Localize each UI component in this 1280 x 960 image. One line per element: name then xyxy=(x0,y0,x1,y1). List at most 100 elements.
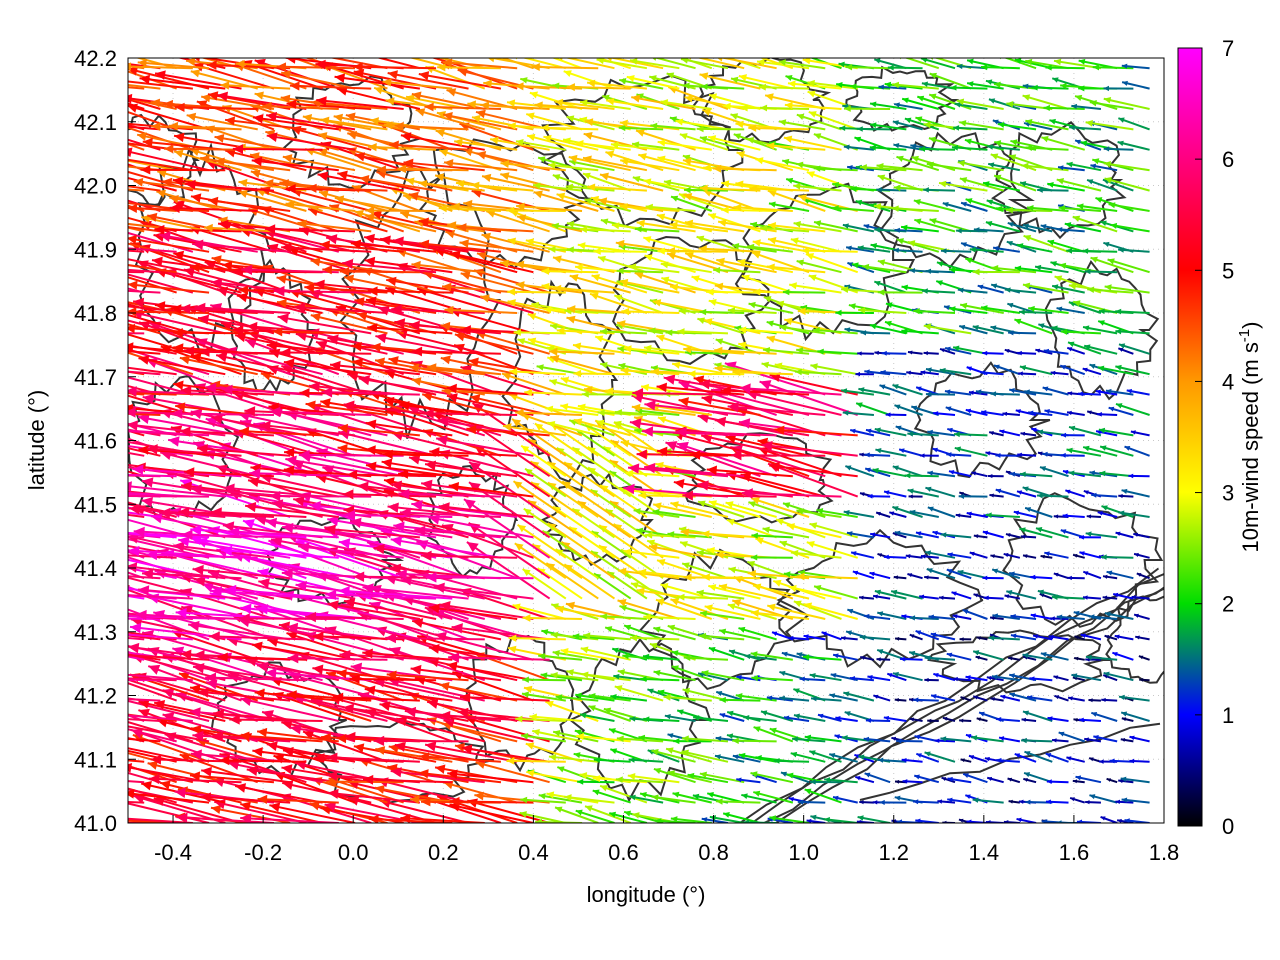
wind-vector-head xyxy=(138,708,150,719)
wind-vector-head xyxy=(905,554,911,559)
wind-vector-head xyxy=(256,604,269,615)
wind-vector xyxy=(128,84,161,90)
wind-vector xyxy=(550,422,599,457)
wind-vector xyxy=(653,767,696,784)
wind-vector-head xyxy=(1070,797,1075,802)
wind-vector xyxy=(138,357,226,376)
wind-vector-head xyxy=(1020,431,1026,436)
wind-vector-head xyxy=(1103,146,1110,152)
wind-vector xyxy=(451,205,518,212)
wind-vector xyxy=(128,494,210,498)
wind-vector-head xyxy=(428,644,440,654)
wind-vector-head xyxy=(846,630,852,636)
wind-vector-head xyxy=(97,266,108,275)
wind-vector-head xyxy=(721,180,730,188)
wind-vector-head xyxy=(810,363,818,370)
wind-vector xyxy=(333,695,420,702)
wind-vector-head xyxy=(87,77,96,86)
wind-vector-head xyxy=(1117,818,1122,823)
wind-vector xyxy=(704,319,761,335)
wind-vector xyxy=(128,720,194,743)
wind-vector xyxy=(252,116,339,131)
wind-vector-head xyxy=(1006,206,1013,214)
wind-vector-head xyxy=(245,501,257,513)
wind-vector xyxy=(1104,285,1150,294)
wind-vector xyxy=(326,756,420,763)
wind-vector xyxy=(128,268,161,274)
wind-vector-head xyxy=(673,478,685,489)
height-contour xyxy=(763,586,1164,823)
wind-vector-head xyxy=(468,482,481,493)
wind-vector-head xyxy=(896,738,902,744)
wind-vector-head xyxy=(915,531,922,536)
wind-vector-head xyxy=(1098,427,1106,434)
wind-vector-head xyxy=(633,508,641,515)
wind-vector xyxy=(755,537,810,559)
wind-vector-head xyxy=(714,754,721,760)
wind-vector-head xyxy=(284,447,295,458)
wind-vector-head xyxy=(344,597,356,608)
wind-vector-head xyxy=(408,191,419,201)
wind-vector-head xyxy=(1021,717,1027,722)
wind-vector-head xyxy=(723,812,730,818)
wind-vector-head xyxy=(995,453,1001,458)
wind-vector xyxy=(778,60,826,70)
wind-vector xyxy=(520,444,567,478)
wind-vector-head xyxy=(784,317,793,326)
wind-vector-head xyxy=(1050,370,1056,376)
wind-vector-head xyxy=(47,328,58,338)
wind-vector-head xyxy=(675,426,687,438)
wind-vector xyxy=(766,265,826,274)
wind-vector-head xyxy=(216,352,228,363)
wind-vector-head xyxy=(1108,406,1115,412)
wind-vector-head xyxy=(965,675,971,680)
wind-vector xyxy=(172,331,258,335)
wind-vector-head xyxy=(128,147,133,158)
wind-vector xyxy=(672,432,761,457)
wind-vector-head xyxy=(806,540,815,548)
wind-vector-head xyxy=(1089,470,1096,476)
wind-vector-head xyxy=(711,51,719,58)
wind-vector xyxy=(938,181,988,192)
wind-vector xyxy=(317,173,404,192)
wind-vector xyxy=(929,72,972,90)
wind-vector-head xyxy=(628,757,635,763)
wind-vector-head xyxy=(823,816,830,823)
wind-vector-head xyxy=(59,52,68,60)
wind-vector-head xyxy=(282,780,294,790)
wind-vector-head xyxy=(168,436,180,447)
wind-vector-head xyxy=(618,567,627,576)
wind-vector xyxy=(128,747,194,763)
wind-vector-head xyxy=(671,195,679,202)
wind-vector xyxy=(280,351,372,355)
wind-vector xyxy=(128,65,193,70)
wind-vector-head xyxy=(437,63,446,72)
wind-vector-head xyxy=(154,224,165,235)
wind-vector-head xyxy=(817,713,824,719)
wind-vector-head xyxy=(930,632,937,638)
wind-vector-head xyxy=(36,782,47,792)
wind-vector xyxy=(128,714,193,722)
wind-vector-head xyxy=(936,280,943,286)
wind-vector xyxy=(670,817,712,823)
wind-vector-head xyxy=(919,594,925,600)
wind-vector xyxy=(248,208,323,233)
wind-vector xyxy=(681,562,729,580)
wind-vector-head xyxy=(738,74,747,82)
wind-vector-head xyxy=(278,621,291,632)
y-axis-title: latitude (°) xyxy=(24,390,49,491)
wind-vector-head xyxy=(515,715,523,723)
wind-vector xyxy=(128,107,129,109)
wind-vector-head xyxy=(802,654,810,661)
wind-vector xyxy=(515,140,566,151)
wind-vector xyxy=(644,466,745,478)
wind-vector-head xyxy=(52,185,62,194)
wind-vector-head xyxy=(1090,163,1097,169)
height-contour xyxy=(227,258,316,393)
wind-vector xyxy=(179,356,258,376)
wind-vector xyxy=(556,193,615,212)
wind-vector-head xyxy=(778,59,787,66)
wind-vector xyxy=(708,500,761,518)
wind-vector-head xyxy=(1101,505,1108,511)
wind-vector xyxy=(149,322,242,355)
